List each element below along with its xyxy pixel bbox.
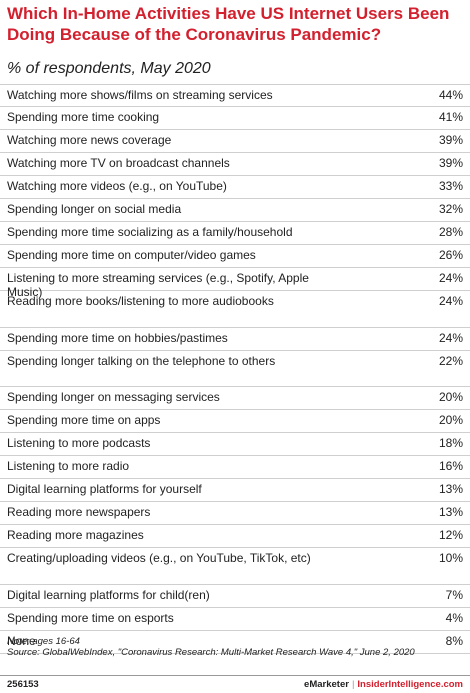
row-label: Reading more books/listening to more aud… bbox=[7, 294, 274, 308]
row-label: Creating/uploading videos (e.g., on YouT… bbox=[7, 551, 311, 565]
row-label: Listening to more podcasts bbox=[7, 436, 151, 450]
row-label: Spending more time on esports bbox=[7, 610, 174, 625]
row-label: Spending longer talking on the telephone… bbox=[7, 353, 276, 368]
table-row: Reading more newspapers 13% bbox=[0, 502, 470, 525]
row-label: Spending more time on computer/video gam… bbox=[7, 248, 256, 262]
row-value: 12% bbox=[438, 528, 463, 542]
row-value: 22% bbox=[438, 353, 463, 368]
row-value: 39% bbox=[438, 156, 463, 170]
row-value: 24% bbox=[438, 271, 463, 285]
note-text: Note: ages 16-64 bbox=[7, 636, 80, 647]
table-row: Creating/uploading videos (e.g., on YouT… bbox=[0, 548, 470, 585]
table-row: Watching more news coverage 39% bbox=[0, 130, 470, 153]
footnote: Note: ages 16-64 Source: GlobalWebIndex,… bbox=[7, 636, 462, 658]
row-label: Watching more news coverage bbox=[7, 133, 172, 147]
row-value: 33% bbox=[438, 179, 463, 193]
row-label: Listening to more streaming services (e.… bbox=[7, 271, 309, 299]
table-row: Spending more time on hobbies/pastimes 24… bbox=[0, 328, 470, 351]
row-label: None bbox=[7, 633, 36, 648]
row-value: 7% bbox=[445, 587, 463, 602]
row-label: Spending longer on messaging services bbox=[7, 390, 220, 404]
row-label: Reading more newspapers bbox=[7, 505, 151, 519]
row-label: Listening to more radio bbox=[7, 459, 130, 473]
table-row: Listening to more podcasts 18% bbox=[0, 433, 470, 456]
source-text: Source: GlobalWebIndex, "Coronavirus Res… bbox=[7, 647, 415, 658]
table-row: Spending more time on computer/video gam… bbox=[0, 245, 470, 268]
table-row: Spending more time cooking 41% bbox=[0, 107, 470, 130]
row-value: 8% bbox=[445, 633, 463, 648]
data-table: Watching more shows/films on streaming s… bbox=[0, 84, 470, 654]
row-label: Watching more TV on broadcast channels bbox=[7, 156, 230, 170]
row-value: 13% bbox=[438, 482, 463, 496]
row-label: Watching more shows/films on streaming s… bbox=[7, 88, 273, 102]
table-row: Listening to more radio 16% bbox=[0, 456, 470, 479]
table-row: Spending longer on social media 32% bbox=[0, 199, 470, 222]
row-value: 44% bbox=[438, 88, 463, 102]
table-row: Spending longer talking on the telephone… bbox=[0, 351, 470, 387]
row-value: 16% bbox=[438, 459, 463, 473]
row-label: Spending more time on apps bbox=[7, 413, 161, 427]
chart-subtitle: % of respondents, May 2020 bbox=[7, 60, 211, 77]
row-label: Spending longer on social media bbox=[7, 202, 182, 216]
table-row: Spending longer on messaging services 20% bbox=[0, 387, 470, 410]
chart-title: Which In-Home Activities Have US Interne… bbox=[7, 4, 450, 44]
row-label: Spending more time on hobbies/pastimes bbox=[7, 330, 228, 345]
row-value: 20% bbox=[438, 390, 463, 404]
row-label: Reading more magazines bbox=[7, 528, 144, 542]
brand-separator: | bbox=[351, 679, 355, 690]
table-row: Watching more TV on broadcast channels 39… bbox=[0, 153, 470, 176]
row-value: 26% bbox=[438, 248, 463, 262]
row-label: Digital learning platforms for yourself bbox=[7, 482, 202, 496]
brand-insider-intelligence: InsiderIntelligence.com bbox=[357, 679, 463, 690]
row-label: Digital learning platforms for child(ren… bbox=[7, 587, 210, 602]
row-value: 13% bbox=[438, 505, 463, 519]
brand-emarketer: eMarketer bbox=[304, 679, 349, 690]
row-value: 24% bbox=[438, 330, 463, 345]
table-row: Watching more shows/films on streaming s… bbox=[0, 84, 470, 107]
row-value: 24% bbox=[438, 294, 463, 308]
table-row: Listening to more streaming services (e.… bbox=[0, 268, 470, 299]
row-value: 20% bbox=[438, 413, 463, 427]
row-value: 41% bbox=[438, 110, 463, 124]
row-value: 32% bbox=[438, 202, 463, 216]
table-row: Digital learning platforms for child(ren… bbox=[0, 585, 470, 608]
table-row: Digital learning platforms for yourself 1… bbox=[0, 479, 470, 502]
row-value: 4% bbox=[445, 610, 463, 625]
table-row: Reading more books/listening to more aud… bbox=[0, 291, 470, 328]
row-label: Spending more time socializing as a fami… bbox=[7, 225, 293, 239]
row-label: Spending more time cooking bbox=[7, 110, 160, 124]
row-value: 18% bbox=[438, 436, 463, 450]
chart-id: 256153 bbox=[7, 679, 39, 690]
row-value: 10% bbox=[438, 551, 463, 565]
table-row: Spending more time on apps 20% bbox=[0, 410, 470, 433]
table-row: Watching more videos (e.g., on YouTube) 3… bbox=[0, 176, 470, 199]
brand-footer: eMarketer | InsiderIntelligence.com bbox=[304, 679, 463, 690]
table-row: Reading more magazines 12% bbox=[0, 525, 470, 548]
row-label: Watching more videos (e.g., on YouTube) bbox=[7, 179, 227, 193]
row-value: 28% bbox=[438, 225, 463, 239]
table-row: Spending more time on esports 4% bbox=[0, 608, 470, 631]
footer-divider bbox=[0, 675, 470, 676]
table-row: Spending more time socializing as a fami… bbox=[0, 222, 470, 245]
row-value: 39% bbox=[438, 133, 463, 147]
table-row: None 8% bbox=[0, 631, 470, 654]
